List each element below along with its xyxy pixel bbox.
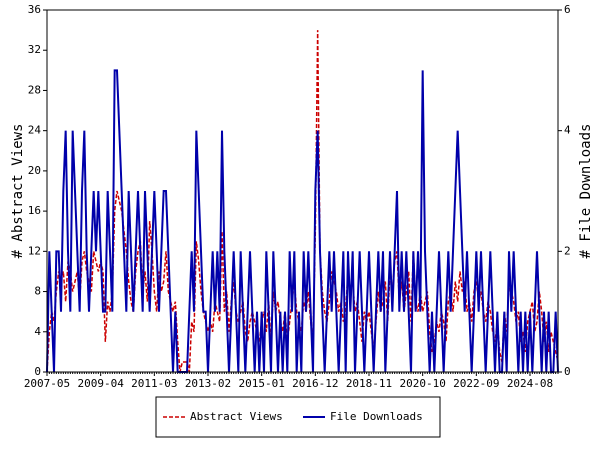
- y-tick-label: 28: [28, 83, 41, 96]
- y-tick-label: 24: [28, 124, 42, 137]
- series-line: [46, 69, 559, 373]
- legend-box: [155, 396, 441, 438]
- y-tick-label: 0: [34, 365, 41, 378]
- y-tick-label: 36: [28, 3, 41, 16]
- x-tick-label: 2007-05: [24, 377, 70, 390]
- y2-tick-label: 4: [564, 124, 571, 137]
- legend-label: File Downloads: [330, 410, 423, 423]
- x-tick-label: 2020-10: [399, 377, 445, 390]
- y-tick-label: 8: [34, 285, 41, 298]
- y-tick-label: 32: [28, 43, 41, 56]
- y-tick-label: 4: [34, 325, 41, 338]
- y2-tick-label: 6: [564, 3, 571, 16]
- plot-frame: [46, 9, 559, 373]
- y2-tick-label: 2: [564, 244, 571, 257]
- y2-tick-label: 0: [564, 365, 571, 378]
- x-tick-label: 2011-03: [131, 377, 177, 390]
- x-tick-label: 2013-02: [185, 377, 231, 390]
- y-tick-label: 12: [28, 244, 41, 257]
- x-tick-label: 2022-09: [453, 377, 499, 390]
- y-tick-label: 16: [28, 204, 41, 217]
- y2-axis-label: # File Downloads: [578, 124, 594, 259]
- x-tick-label: 2018-11: [346, 377, 392, 390]
- x-tick-label: 2016-12: [292, 377, 338, 390]
- legend-label: Abstract Views: [190, 410, 283, 423]
- x-tick-label: 2009-04: [77, 377, 124, 390]
- x-tick-label: 2015-01: [238, 377, 284, 390]
- y-tick-label: 20: [28, 164, 41, 177]
- x-tick-label: 2024-08: [507, 377, 553, 390]
- y-axis-label: # Abstract Views: [10, 124, 26, 259]
